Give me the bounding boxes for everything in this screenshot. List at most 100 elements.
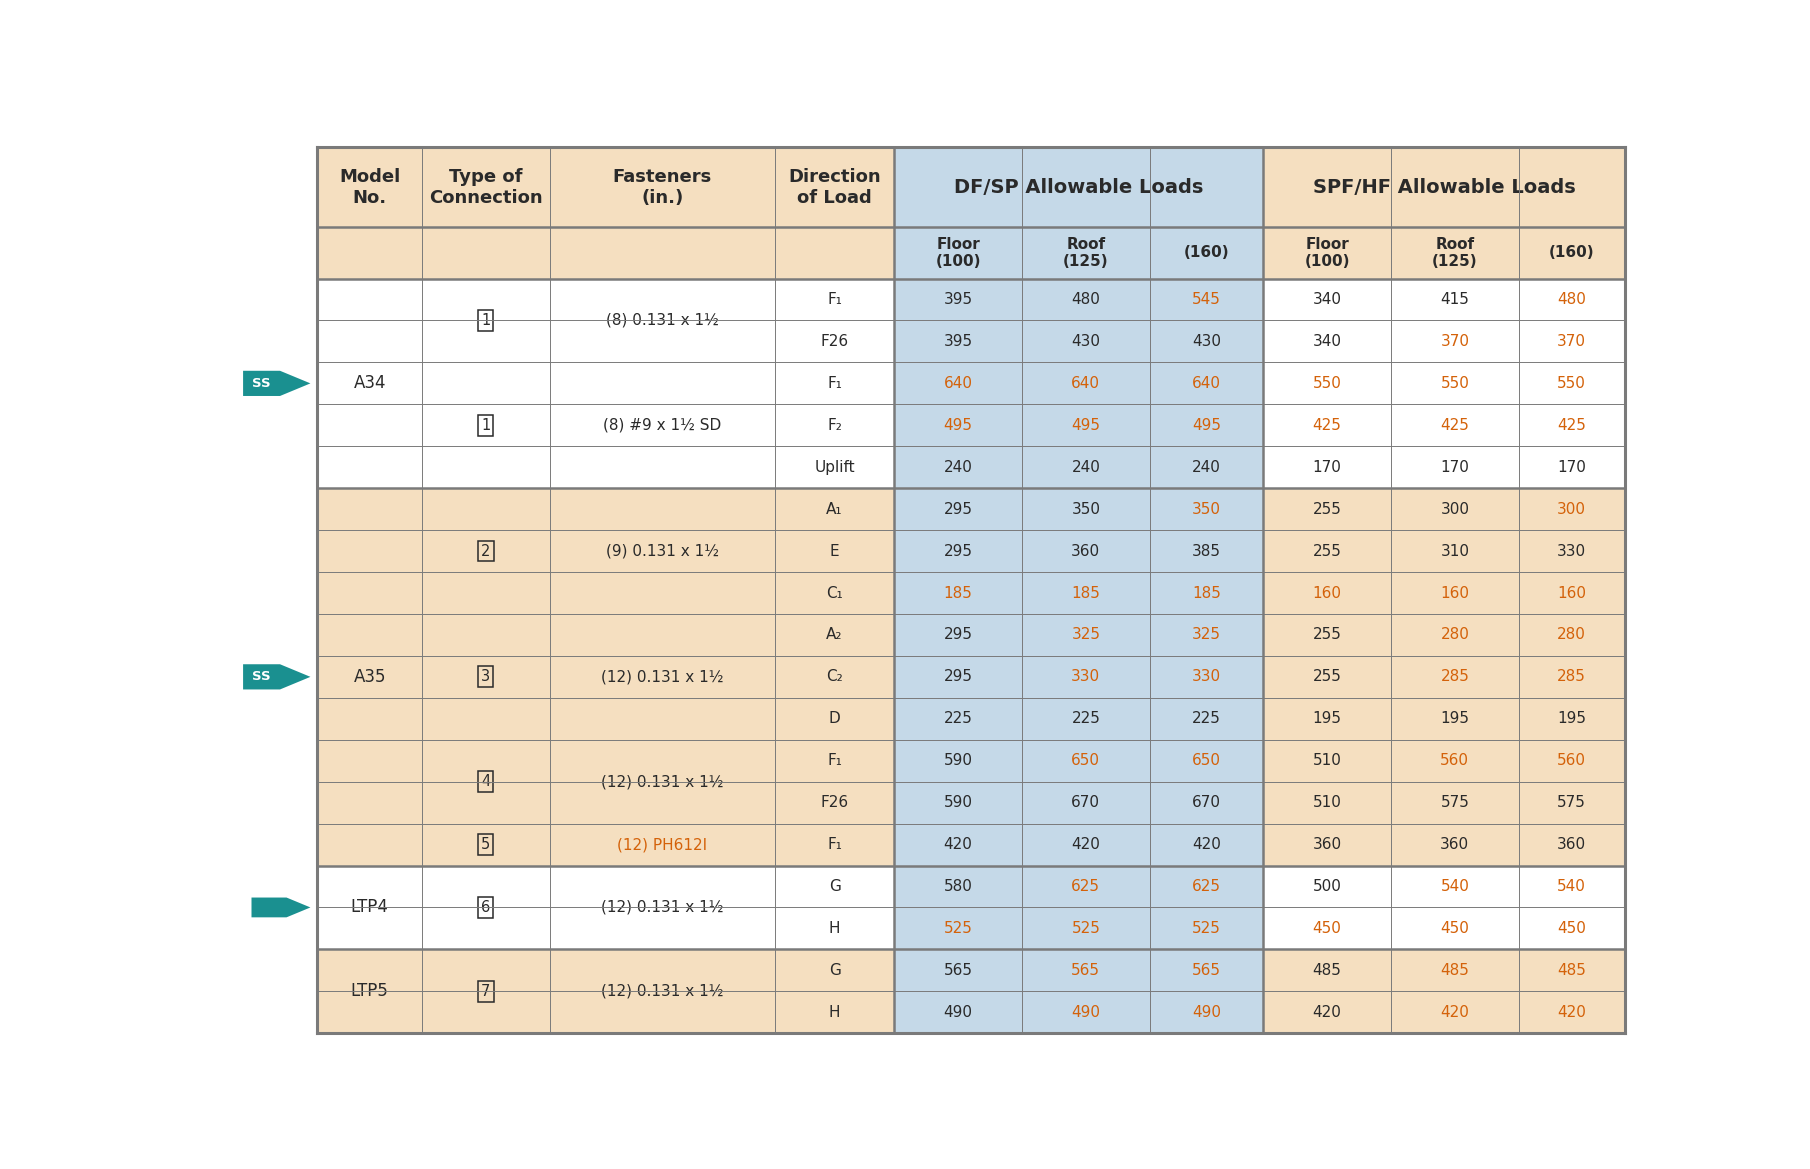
Bar — [422, 991, 550, 1033]
Text: 225: 225 — [1072, 711, 1100, 726]
Bar — [894, 572, 1023, 614]
Text: A34: A34 — [353, 374, 386, 393]
Text: DF/SP Allowable Loads: DF/SP Allowable Loads — [954, 178, 1204, 196]
Text: 185: 185 — [1193, 586, 1222, 601]
Text: 540: 540 — [1441, 879, 1470, 894]
Bar — [1390, 489, 1519, 530]
Text: 185: 185 — [1072, 586, 1100, 601]
Bar — [1390, 949, 1519, 991]
Text: 240: 240 — [1072, 459, 1100, 475]
Text: C₂: C₂ — [825, 670, 843, 684]
Bar — [775, 614, 894, 656]
Bar — [422, 147, 550, 227]
Bar — [894, 656, 1023, 698]
Bar — [1263, 320, 1390, 362]
Text: 295: 295 — [943, 544, 972, 559]
Text: F₁: F₁ — [827, 376, 842, 390]
Text: 430: 430 — [1193, 334, 1222, 350]
Text: 650: 650 — [1193, 753, 1222, 768]
Bar — [550, 949, 775, 991]
Bar — [1263, 782, 1390, 824]
Text: 370: 370 — [1557, 334, 1586, 350]
Bar — [550, 782, 775, 824]
Text: (12) 0.131 x 1½: (12) 0.131 x 1½ — [601, 774, 724, 789]
Bar — [1519, 656, 1625, 698]
Bar — [1390, 227, 1519, 278]
Text: 195: 195 — [1557, 711, 1586, 726]
Bar — [550, 227, 775, 278]
Bar — [550, 865, 775, 907]
Text: 285: 285 — [1441, 670, 1470, 684]
Text: 285: 285 — [1557, 670, 1586, 684]
Bar — [775, 404, 894, 447]
Bar — [894, 865, 1023, 907]
Bar — [894, 614, 1023, 656]
Bar — [1263, 991, 1390, 1033]
Bar — [1390, 656, 1519, 698]
Text: 170: 170 — [1312, 459, 1341, 475]
Text: 160: 160 — [1441, 586, 1470, 601]
Text: (12) 0.131 x 1½: (12) 0.131 x 1½ — [601, 670, 724, 684]
Bar — [1519, 614, 1625, 656]
Bar — [317, 278, 422, 320]
Bar — [550, 489, 775, 530]
Text: 425: 425 — [1557, 417, 1586, 433]
Text: 485: 485 — [1441, 963, 1470, 977]
Text: 425: 425 — [1441, 417, 1470, 433]
Bar — [422, 698, 550, 740]
Bar — [550, 614, 775, 656]
Text: 650: 650 — [1072, 753, 1100, 768]
Bar — [1023, 614, 1149, 656]
Text: 395: 395 — [943, 292, 972, 307]
Bar — [1263, 489, 1390, 530]
Bar — [1390, 614, 1519, 656]
Bar — [422, 656, 550, 698]
Text: 360: 360 — [1557, 837, 1586, 852]
Text: 420: 420 — [1441, 1004, 1470, 1019]
Text: 510: 510 — [1312, 753, 1341, 768]
Text: 185: 185 — [943, 586, 972, 601]
Text: 360: 360 — [1072, 544, 1100, 559]
Bar — [1149, 404, 1263, 447]
Text: Uplift: Uplift — [814, 459, 854, 475]
Bar — [1149, 656, 1263, 698]
Text: 6: 6 — [481, 900, 491, 915]
Bar — [317, 865, 422, 907]
Bar — [317, 572, 422, 614]
Bar — [1390, 740, 1519, 782]
Text: F₁: F₁ — [827, 837, 842, 852]
Text: 500: 500 — [1312, 879, 1341, 894]
Bar — [775, 572, 894, 614]
Bar — [1023, 740, 1149, 782]
Bar — [775, 530, 894, 572]
Text: 495: 495 — [1193, 417, 1222, 433]
Text: 550: 550 — [1441, 376, 1470, 390]
Bar — [1390, 865, 1519, 907]
Bar — [1023, 698, 1149, 740]
Text: 490: 490 — [943, 1004, 972, 1019]
Bar — [1149, 614, 1263, 656]
Bar — [1519, 782, 1625, 824]
Text: 370: 370 — [1441, 334, 1470, 350]
Text: Roof
(125): Roof (125) — [1432, 236, 1477, 269]
Text: F₂: F₂ — [827, 417, 842, 433]
Bar — [1390, 907, 1519, 949]
Bar — [1149, 907, 1263, 949]
Bar — [1390, 782, 1519, 824]
Bar — [550, 278, 775, 320]
Bar — [894, 740, 1023, 782]
Bar — [317, 614, 422, 656]
Bar — [422, 362, 550, 404]
Text: 1: 1 — [481, 313, 491, 328]
Bar — [422, 447, 550, 489]
Bar — [894, 489, 1023, 530]
Bar — [894, 404, 1023, 447]
Text: (8) 0.131 x 1½: (8) 0.131 x 1½ — [606, 313, 719, 328]
Text: 2: 2 — [481, 544, 491, 559]
Bar — [1023, 447, 1149, 489]
Bar — [1519, 530, 1625, 572]
Bar — [550, 320, 775, 362]
Bar — [1263, 865, 1390, 907]
Bar — [775, 949, 894, 991]
Text: 420: 420 — [1557, 1004, 1586, 1019]
